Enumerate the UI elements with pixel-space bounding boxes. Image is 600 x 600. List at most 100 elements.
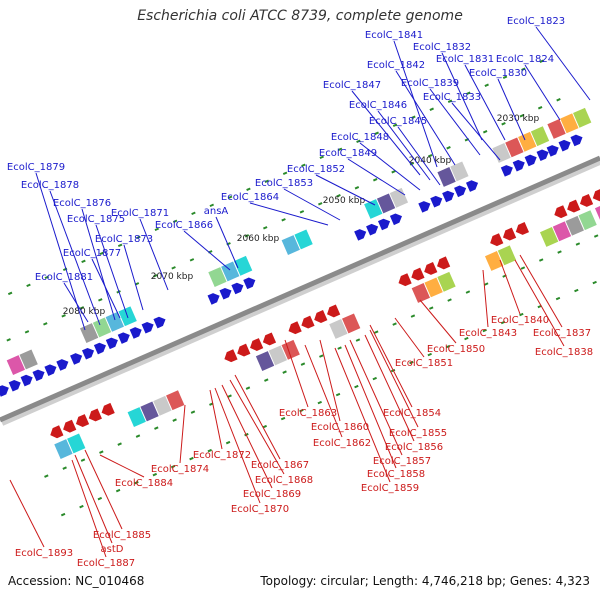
scale-label: 2060 kbp xyxy=(237,234,280,244)
gene-arrow-shape xyxy=(75,414,90,427)
reverse-gene-arrow xyxy=(398,273,412,287)
reverse-gene-arrow xyxy=(567,199,581,213)
tick-mark xyxy=(299,408,304,413)
tick-mark xyxy=(227,394,232,398)
gene-arrow-shape xyxy=(570,134,583,147)
forward-gene-arrow xyxy=(430,195,443,208)
label-leader-line xyxy=(234,374,281,460)
gene-label: EcolC_1887 xyxy=(77,558,135,569)
label-leader-line xyxy=(519,254,563,328)
label-leader-line xyxy=(183,230,231,271)
tick-mark xyxy=(356,139,361,143)
label-leader-line xyxy=(395,70,456,166)
label-leader-line xyxy=(284,339,309,408)
feature-block xyxy=(281,339,300,360)
gene-arrow-shape xyxy=(105,337,118,350)
gene-arrow-shape xyxy=(141,321,154,334)
reverse-gene-arrow xyxy=(592,188,600,202)
label-leader-line xyxy=(451,102,501,161)
gene-label: EcolC_1851 xyxy=(395,358,453,369)
reverse-gene-arrow xyxy=(314,310,328,323)
gene-label: EcolC_1845 xyxy=(369,116,427,127)
gene-label: EcolC_1854 xyxy=(383,408,441,419)
gene-label: EcolC_1871 xyxy=(111,208,169,219)
feature-block xyxy=(54,439,73,459)
gene-arrow-shape xyxy=(430,195,443,208)
tick-mark xyxy=(136,235,141,240)
feature-block xyxy=(342,313,361,334)
gene-arrow-shape xyxy=(93,342,106,355)
gene-label: EcolC_1884 xyxy=(115,478,173,489)
gene-arrow-shape xyxy=(389,213,402,226)
tick-mark xyxy=(117,243,123,248)
tick-mark xyxy=(264,378,269,382)
forward-gene-arrow xyxy=(366,223,379,236)
gene-label: EcolC_1846 xyxy=(349,100,407,111)
tick-mark xyxy=(411,115,416,119)
tick-mark xyxy=(98,298,103,302)
tick-mark xyxy=(44,474,49,478)
gene-arrow-shape xyxy=(442,190,455,203)
tick-mark xyxy=(447,99,453,103)
feature-block xyxy=(492,143,511,163)
label-leader-line xyxy=(229,379,285,475)
feature-block xyxy=(268,345,288,366)
label-leader-line xyxy=(351,90,421,176)
tick-mark xyxy=(539,59,544,63)
reverse-gene-arrow xyxy=(515,222,530,235)
reverse-gene-arrow xyxy=(424,262,438,275)
tick-mark xyxy=(26,283,31,288)
tick-mark xyxy=(281,218,286,222)
label-leader-line xyxy=(63,282,89,323)
tick-mark xyxy=(62,466,67,470)
tick-mark xyxy=(282,370,287,374)
label-leader-line xyxy=(429,88,481,156)
label-leader-line xyxy=(364,334,415,442)
gene-label: EcolC_1841 xyxy=(365,30,423,41)
tick-mark xyxy=(191,211,196,216)
tick-mark xyxy=(337,147,343,152)
gene-label: EcolC_1864 xyxy=(221,192,279,203)
label-leader-line xyxy=(74,454,113,544)
label-leader-line xyxy=(334,347,391,483)
tick-mark xyxy=(209,203,215,208)
tick-mark xyxy=(575,242,581,246)
gene-arrow-shape xyxy=(301,315,315,329)
reverse-gene-arrow xyxy=(288,321,302,335)
reverse-gene-arrow xyxy=(502,227,517,241)
forward-gene-arrow xyxy=(231,282,244,295)
forward-gene-arrow xyxy=(354,229,367,241)
gene-arrow-shape xyxy=(411,267,425,281)
gene-arrow-shape xyxy=(465,180,479,192)
tick-mark xyxy=(392,322,397,326)
tick-mark xyxy=(593,234,599,238)
feature-block xyxy=(497,245,517,266)
tick-mark xyxy=(7,291,13,296)
gene-label: EcolC_1869 xyxy=(243,489,301,500)
scale-label: 2050 kbp xyxy=(323,196,366,206)
tick-mark xyxy=(301,163,306,168)
feature-block xyxy=(437,167,456,187)
gene-label: EcolC_1876 xyxy=(53,198,111,209)
label-leader-line xyxy=(249,202,329,226)
scale-label: 2070 kbp xyxy=(151,272,194,282)
reverse-gene-arrow xyxy=(75,414,90,427)
tick-mark xyxy=(300,362,306,366)
gene-label: EcolC_1893 xyxy=(15,548,73,559)
tick-mark xyxy=(482,328,487,333)
gene-arrow-shape xyxy=(424,262,438,275)
forward-gene-arrow xyxy=(32,369,45,382)
gene-label: EcolC_1837 xyxy=(533,328,591,339)
gene-label: EcolC_1840 xyxy=(491,315,549,326)
gene-label: EcolC_1878 xyxy=(21,180,79,191)
feature-block xyxy=(127,407,146,427)
tick-mark xyxy=(246,187,251,192)
feature-block xyxy=(424,277,443,298)
feature-block xyxy=(530,126,550,147)
feature-block xyxy=(364,199,383,219)
tick-mark xyxy=(537,106,543,110)
label-leader-line xyxy=(84,449,123,530)
gene-arrow-shape xyxy=(237,343,251,357)
label-leader-line xyxy=(139,218,169,291)
